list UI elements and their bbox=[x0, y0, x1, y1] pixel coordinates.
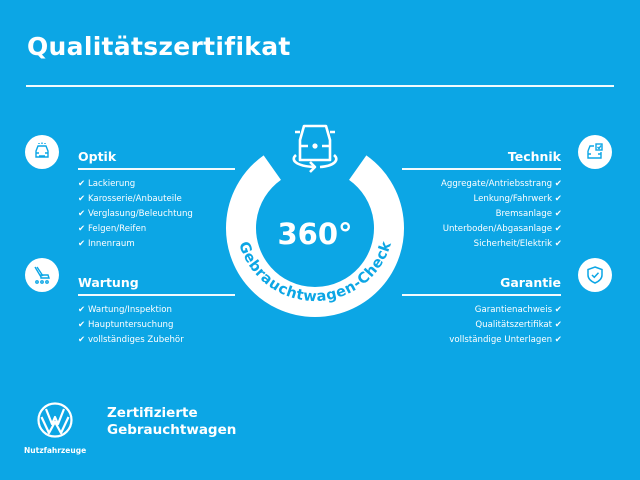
brand-text: Zertifizierte Gebrauchtwagen bbox=[107, 405, 237, 438]
optik-divider bbox=[78, 168, 235, 170]
badge-value: 360° bbox=[277, 217, 352, 251]
title-divider bbox=[26, 85, 614, 87]
list-item: ✔ Verglasung/Beleuchtung bbox=[78, 209, 193, 219]
list-item: ✔ vollständiges Zubehör bbox=[78, 335, 184, 345]
list-item: Aggregate/Antriebsstrang ✔ bbox=[440, 179, 562, 189]
list-item: Qualitätszertifikat ✔ bbox=[475, 320, 562, 330]
optik-list: ✔ Lackierung ✔ Karosserie/Anbauteile ✔ V… bbox=[78, 177, 193, 252]
list-item: Garantienachweis ✔ bbox=[474, 305, 562, 315]
section-heading-wartung: Wartung bbox=[78, 275, 139, 290]
wartung-divider bbox=[78, 294, 235, 296]
list-item: Lenkung/Fahrwerk ✔ bbox=[473, 194, 563, 204]
technik-list: Aggregate/Antriebsstrang ✔ Lenkung/Fahrw… bbox=[441, 177, 562, 252]
list-item: ✔ Felgen/Reifen bbox=[78, 224, 147, 234]
technik-divider bbox=[402, 168, 561, 170]
page-title: Qualitätszertifikat bbox=[27, 32, 291, 61]
section-heading-garantie: Garantie bbox=[500, 275, 561, 290]
list-item: ✔ Lackierung bbox=[78, 179, 136, 189]
list-item: vollständige Unterlagen ✔ bbox=[449, 335, 562, 345]
badge-ring bbox=[226, 155, 404, 317]
garantie-divider bbox=[402, 294, 561, 296]
maintenance-tools-icon bbox=[25, 258, 59, 292]
section-heading-technik: Technik bbox=[507, 149, 561, 164]
vw-logo bbox=[37, 402, 73, 438]
car-rotate-icon bbox=[292, 124, 338, 173]
car-checklist-icon bbox=[578, 135, 612, 169]
shield-check-icon bbox=[578, 258, 612, 292]
list-item: ✔ Innenraum bbox=[78, 239, 135, 249]
list-item: ✔ Wartung/Inspektion bbox=[78, 305, 172, 315]
list-item: Bremsanlage ✔ bbox=[495, 209, 562, 219]
list-item: ✔ Karosserie/Anbauteile bbox=[78, 194, 182, 204]
car-front-icon bbox=[25, 135, 59, 169]
list-item: ✔ Hauptuntersuchung bbox=[78, 320, 174, 330]
garantie-list: Garantienachweis ✔ Qualitätszertifikat ✔… bbox=[449, 303, 562, 348]
list-item: Unterboden/Abgasanlage ✔ bbox=[442, 224, 562, 234]
list-item: Sicherheit/Elektrik ✔ bbox=[473, 239, 562, 249]
logo-caption: Nutzfahrzeuge bbox=[24, 446, 87, 455]
wartung-list: ✔ Wartung/Inspektion ✔ Hauptuntersuchung… bbox=[78, 303, 184, 348]
section-heading-optik: Optik bbox=[78, 149, 117, 164]
